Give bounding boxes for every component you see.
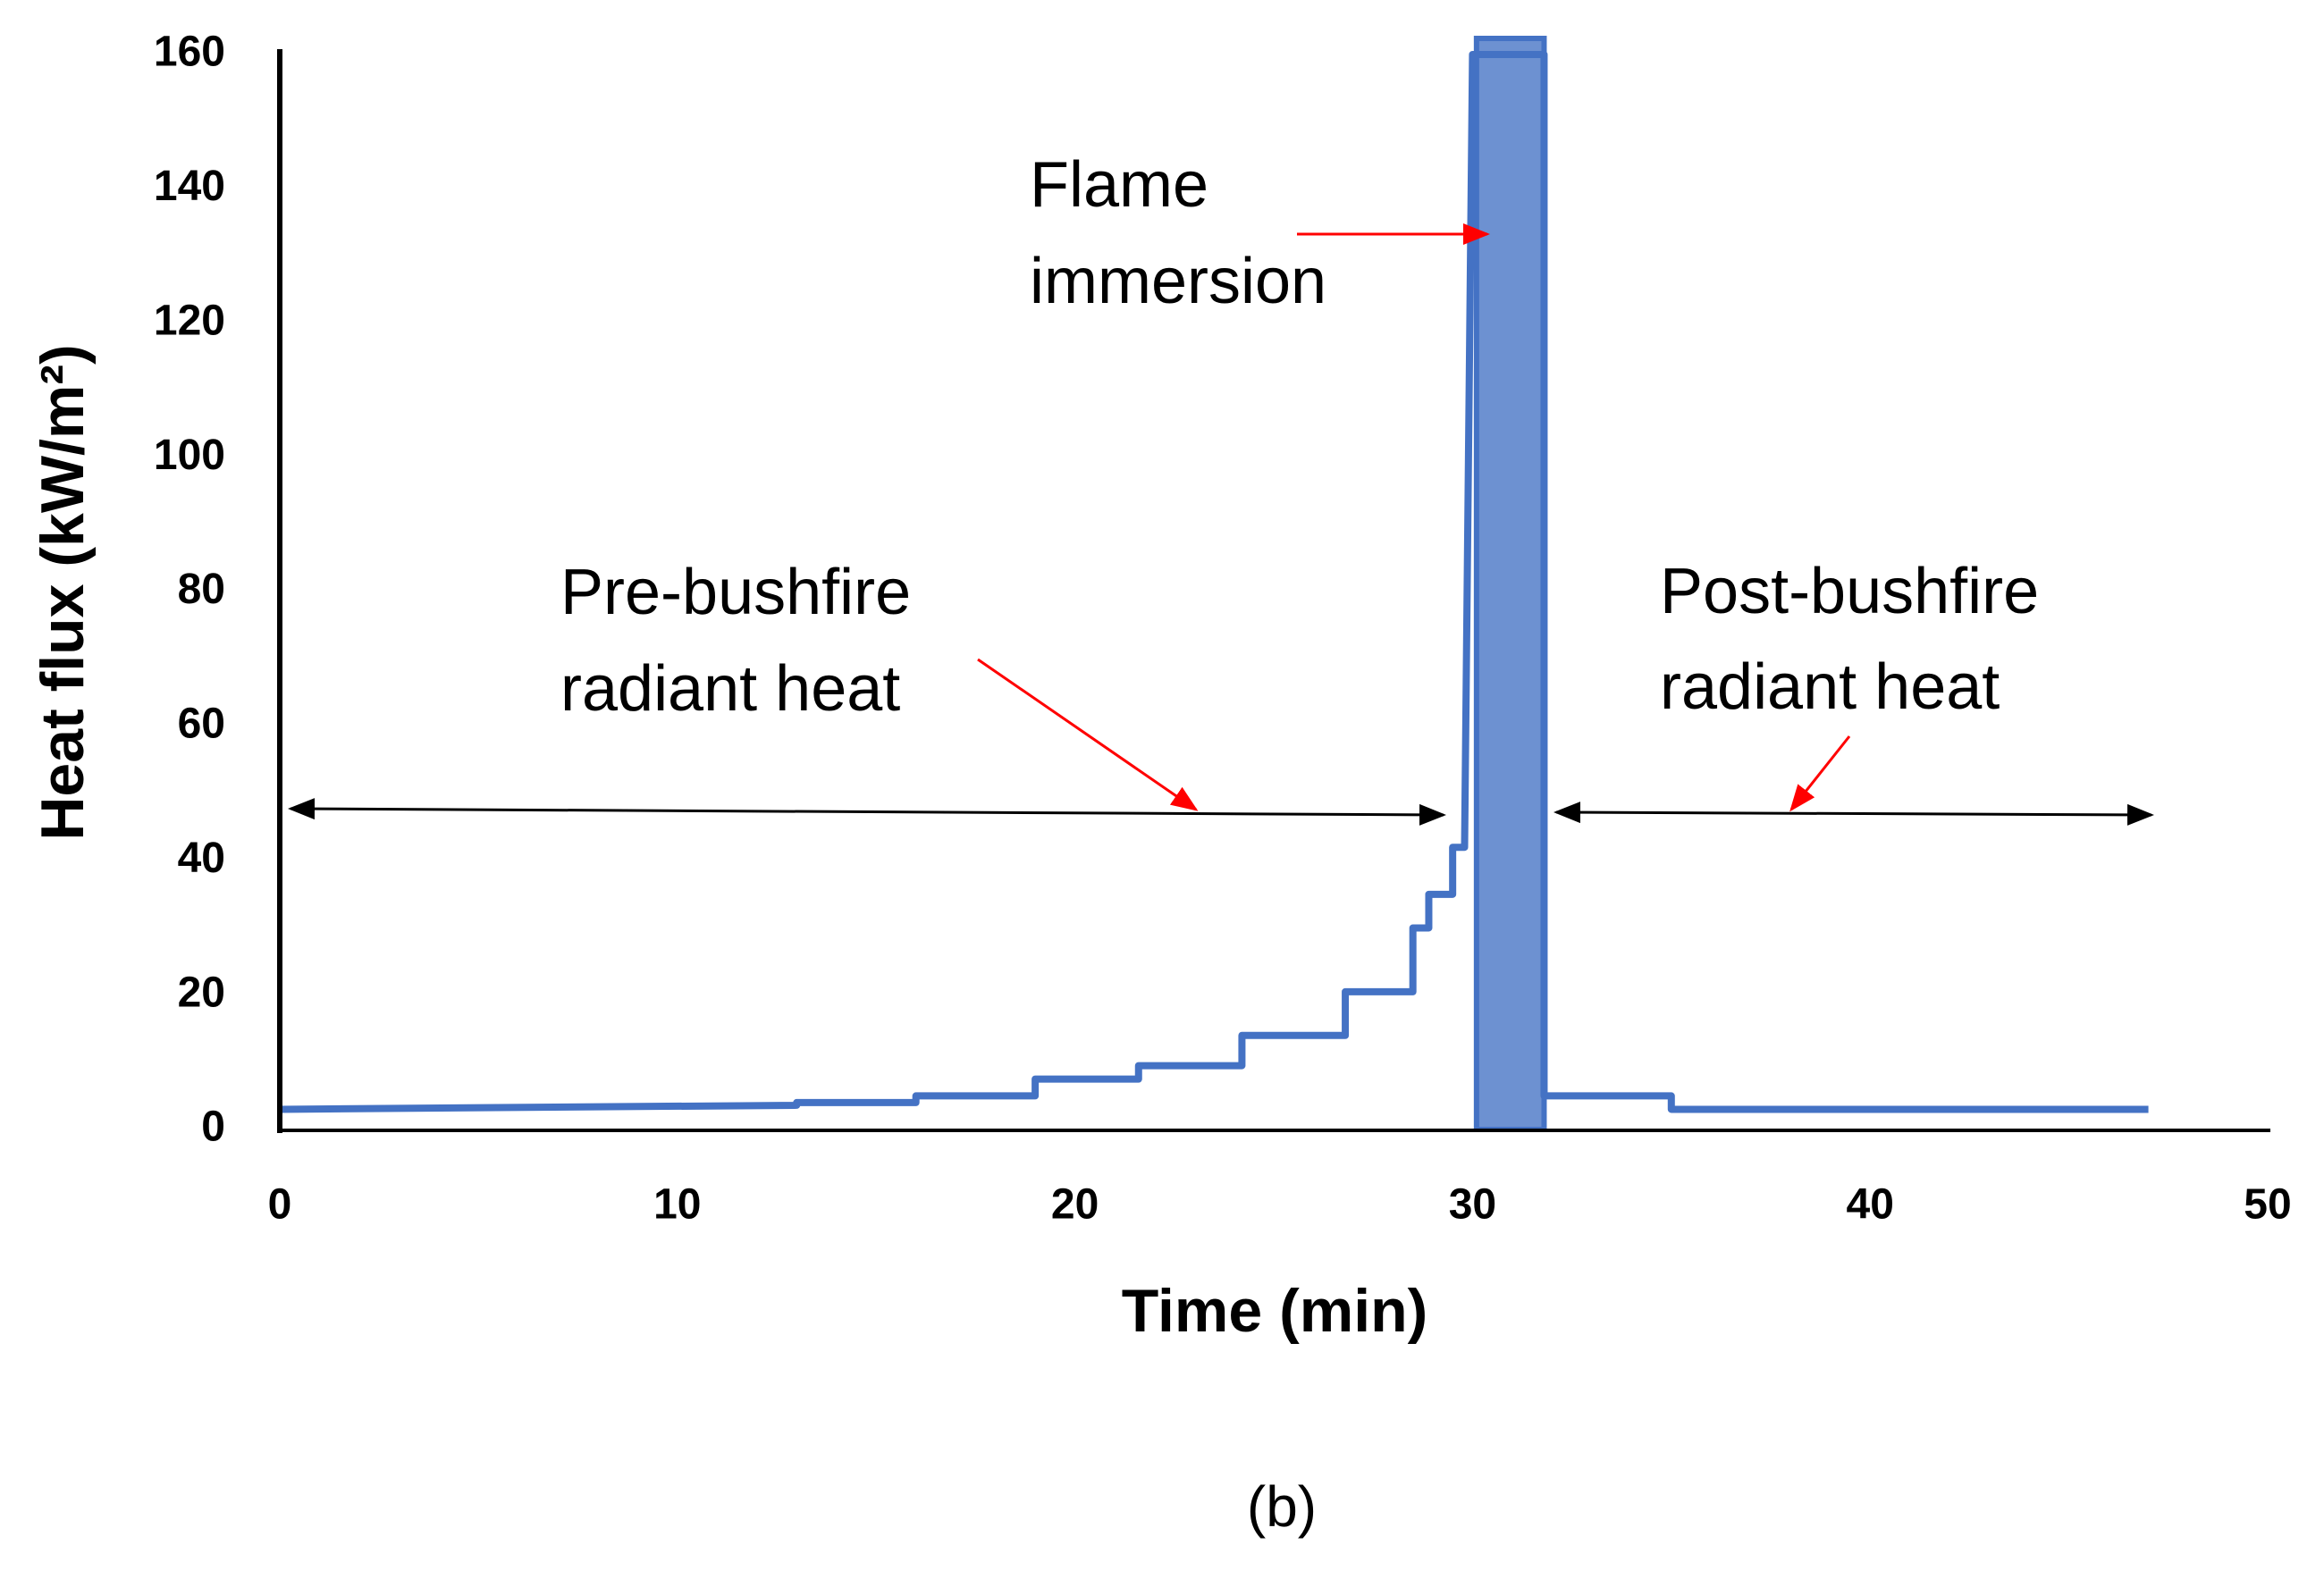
x-tick-label: 30 xyxy=(1449,1181,1496,1229)
range-arrow xyxy=(288,798,1446,826)
y-axis-title: Heat flux (kW/m²) xyxy=(29,344,97,840)
pointer-arrow xyxy=(977,658,1199,811)
annotation: Flame xyxy=(1030,149,1208,221)
y-tick-label: 100 xyxy=(154,432,225,479)
y-tick-label: 140 xyxy=(154,163,225,210)
x-tick-label: 10 xyxy=(653,1181,701,1229)
annotation: immersion xyxy=(1030,246,1326,317)
annotation: Pre-bushfire xyxy=(560,557,911,628)
y-tick-label: 160 xyxy=(154,29,225,76)
x-tick-label: 40 xyxy=(1847,1181,1894,1229)
flame-band xyxy=(1473,36,1547,1132)
pointer-arrow xyxy=(1789,735,1851,812)
y-tick-label: 20 xyxy=(178,969,225,1016)
annotation: radiant heat xyxy=(560,653,900,725)
caption: (b) xyxy=(1247,1474,1317,1539)
x-tick-label: 50 xyxy=(2244,1181,2291,1229)
y-tick-label: 60 xyxy=(178,701,225,748)
y-tick-label: 0 xyxy=(201,1104,225,1151)
x-tick-label: 0 xyxy=(268,1181,292,1229)
y-tick-label: 80 xyxy=(178,566,225,613)
data-line xyxy=(279,51,2149,1113)
annotation: radiant heat xyxy=(1660,651,2000,723)
y-tick-label: 40 xyxy=(178,835,225,882)
annotation: Post-bushfire xyxy=(1660,556,2039,627)
x-tick-label: 20 xyxy=(1051,1181,1099,1229)
y-tick-label: 120 xyxy=(154,297,225,344)
range-arrow xyxy=(1554,802,2154,826)
x-axis-title: Time (min) xyxy=(1122,1277,1428,1345)
